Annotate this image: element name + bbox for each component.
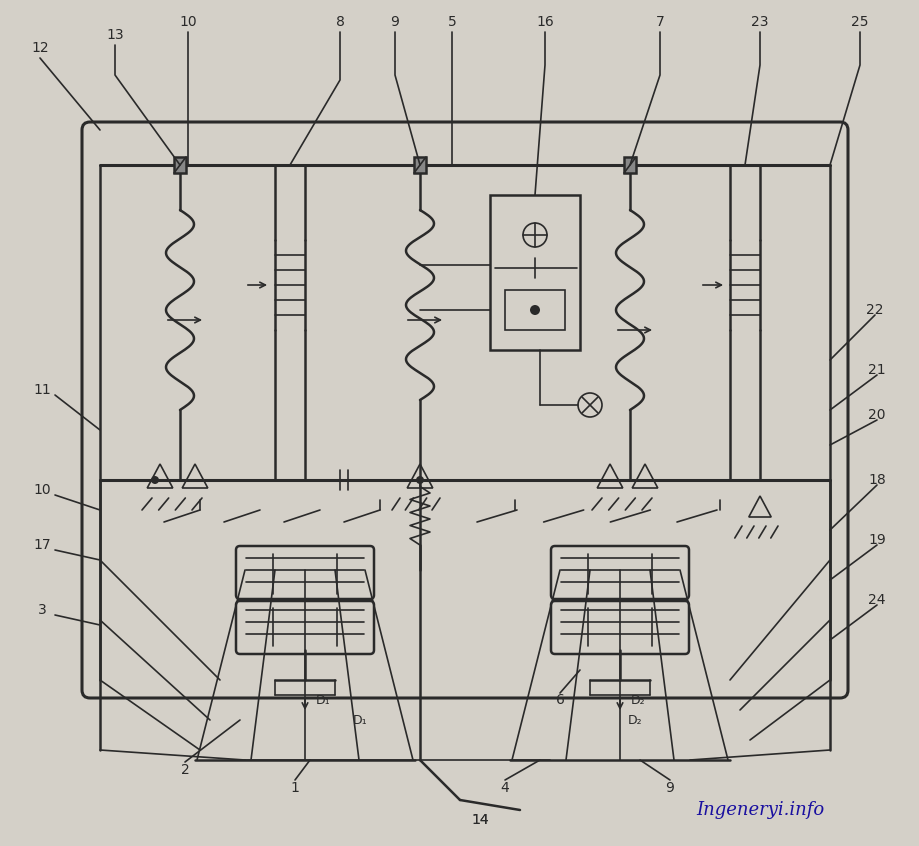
Circle shape [529,305,539,315]
Text: 5: 5 [448,15,456,29]
Text: 14: 14 [471,813,488,827]
Bar [174,157,186,173]
Text: 9: 9 [664,781,674,795]
Text: 12: 12 [31,41,49,55]
Bar [623,157,635,173]
Text: 6: 6 [555,693,564,707]
Text: 11: 11 [33,383,51,397]
Text: 22: 22 [866,303,883,317]
Bar [414,157,425,173]
Text: 16: 16 [536,15,553,29]
Text: D₁: D₁ [352,713,367,727]
Text: 25: 25 [850,15,868,29]
Text: 2: 2 [180,763,189,777]
Text: 21: 21 [868,363,885,377]
Text: 7: 7 [655,15,664,29]
Text: D₂: D₂ [627,713,641,727]
Text: 18: 18 [868,473,885,487]
Text: 10: 10 [179,15,197,29]
Text: 19: 19 [868,533,885,547]
Text: 13: 13 [106,28,124,42]
Text: 14: 14 [471,813,488,827]
Circle shape [151,476,159,484]
Text: 17: 17 [33,538,51,552]
Text: 3: 3 [38,603,46,617]
Circle shape [415,476,424,484]
Bar [505,290,564,330]
Text: Ingeneryi.info: Ingeneryi.info [695,801,823,819]
Bar [490,195,579,350]
Text: D₂: D₂ [630,694,644,706]
Text: 1: 1 [290,781,299,795]
Text: 4: 4 [500,781,509,795]
Text: D₁: D₁ [315,694,330,706]
Text: 9: 9 [391,15,399,29]
Text: 20: 20 [868,408,885,422]
Text: 10: 10 [33,483,51,497]
Text: 24: 24 [868,593,885,607]
Text: 23: 23 [751,15,768,29]
Text: 8: 8 [335,15,344,29]
